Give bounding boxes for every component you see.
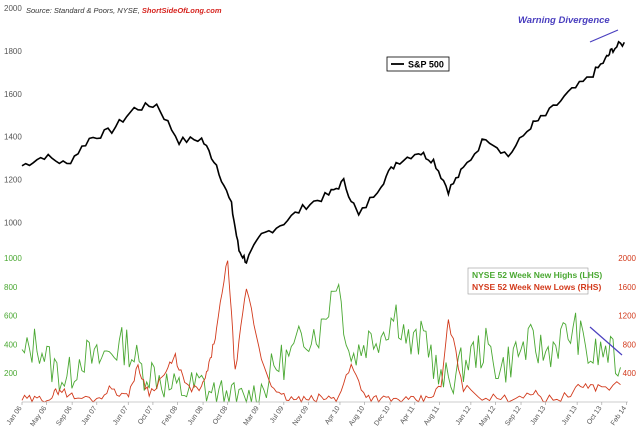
highs-divergence-line (589, 326, 623, 356)
lows-y-tick-label: 1600 (618, 283, 636, 292)
x-tick-label: Apr 11 (399, 405, 416, 426)
x-tick-label: Jun 08 (187, 405, 205, 426)
source-prefix: Source: Standard & Poors, NYSE, (26, 6, 142, 15)
x-tick-label: Jan 13 (530, 405, 548, 426)
x-tick-label: May 06 (29, 405, 48, 428)
x-tick-label: Dec 10 (373, 405, 392, 427)
new-lows-legend-label: NYSE 52 Week New Lows (RHS) (472, 282, 601, 292)
lower-left-y-axis: 200 400 600 800 1000 (4, 254, 22, 378)
sp500-legend: S&P 500 (386, 56, 450, 72)
x-tick-label: Oct 08 (212, 405, 230, 426)
x-tick-label: Oct 07 (137, 405, 155, 426)
source-note: Source: Standard & Poors, NYSE, ShortSid… (26, 6, 222, 15)
x-tick-label: Mar 09 (243, 405, 261, 427)
x-tick-label: Oct 13 (586, 405, 604, 426)
lower-right-y-axis: 400 800 1200 1600 2000 (618, 254, 636, 378)
highs-y-tick-label: 800 (4, 283, 18, 292)
lows-y-tick-label: 400 (623, 369, 637, 378)
lows-y-tick-label: 800 (623, 340, 637, 349)
new-highs-legend-label: NYSE 52 Week New Highs (LHS) (472, 270, 602, 280)
sp500-y-tick-label: 1400 (4, 133, 22, 142)
x-tick-label: Jun 07 (112, 405, 130, 426)
sp500-y-tick-label: 1200 (4, 176, 22, 185)
x-tick-label: May 12 (478, 405, 497, 428)
sp500-divergence-line (589, 29, 619, 43)
sp500-line (21, 40, 626, 265)
warning-divergence-label: Warning Divergence (518, 15, 610, 26)
lows-y-tick-label: 2000 (618, 254, 636, 263)
sp500-legend-box (386, 56, 450, 72)
highs-y-tick-label: 1000 (4, 254, 22, 263)
lows-y-tick-label: 1200 (618, 312, 636, 321)
x-tick-label: Jan 12 (455, 405, 473, 426)
x-tick-label: Feb 08 (161, 405, 179, 427)
x-tick-label: Aug 11 (423, 405, 441, 427)
x-axis: Jan 06 May 06 Sep 06 Jan 07 Jun 07 Oct 07 Feb … (6, 402, 628, 428)
sp500-y-tick-label: 1600 (4, 90, 22, 99)
x-tick-label: Apr 10 (324, 405, 342, 426)
sp500-y-tick-label: 1000 (4, 219, 22, 228)
sp500-legend-label: S&P 500 (408, 60, 444, 70)
x-tick-label: Feb 14 (610, 405, 628, 427)
lower-legend: NYSE 52 Week New Highs (LHS) NYSE 52 Wee… (467, 267, 602, 295)
new-lows-line (21, 260, 621, 404)
x-tick-label: Jan 07 (81, 405, 99, 426)
new-highs-line (21, 282, 621, 404)
x-tick-label: Jun 13 (561, 405, 579, 426)
sp500-y-tick-label: 1800 (4, 47, 22, 56)
highs-y-tick-label: 200 (4, 369, 18, 378)
x-tick-label: Nov 09 (292, 405, 311, 427)
lower-legend-box (467, 267, 589, 295)
sp500-y-tick-label: 2000 (4, 4, 22, 13)
x-tick-label: Jul 09 (269, 405, 286, 424)
sp500-y-axis: 1000 1200 1400 1600 1800 2000 (4, 4, 22, 228)
x-tick-label: Sep 06 (55, 405, 74, 427)
x-tick-label: Aug 10 (348, 405, 367, 427)
source-brand: ShortSideOfLong.com (142, 6, 222, 15)
highs-y-tick-label: 600 (4, 312, 18, 321)
x-tick-label: Jan 06 (6, 405, 24, 426)
x-tick-label: Sep 12 (504, 405, 523, 427)
highs-y-tick-label: 400 (4, 340, 18, 349)
